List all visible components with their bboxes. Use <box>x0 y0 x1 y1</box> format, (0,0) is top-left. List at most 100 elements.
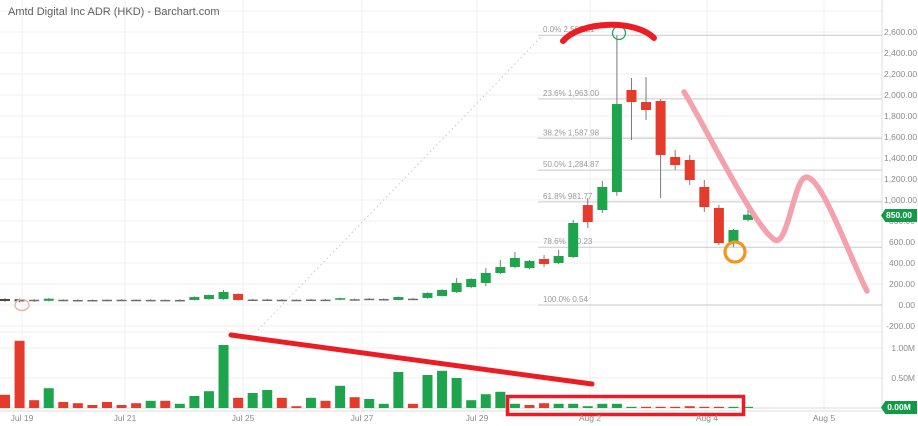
volume-bar <box>393 372 404 408</box>
last-price-badge: 850.00 <box>881 209 917 222</box>
volume-bar <box>611 403 622 408</box>
volume-bar <box>451 378 462 408</box>
candle <box>451 278 462 293</box>
last-volume-badge: 0.00M <box>881 401 917 414</box>
price-axis-label: 400.00 <box>889 258 915 268</box>
volume-bar <box>597 403 608 408</box>
volume-bar <box>655 406 666 408</box>
candle <box>276 299 287 302</box>
date-axis-label: Jul 29 <box>465 413 489 423</box>
volume-bar <box>0 394 10 408</box>
annotation-volume-rectangle <box>505 394 746 417</box>
candle <box>174 299 185 302</box>
fib-retracement: 0.0% 2,569.21 23.6% 1,963.00 38.2% 1,587.9… <box>538 25 882 306</box>
volume-bar <box>335 385 346 408</box>
volume-bar <box>684 406 695 408</box>
candle <box>582 198 593 229</box>
candle <box>378 298 389 301</box>
volume-bar <box>131 403 142 408</box>
candlestick-series <box>0 35 754 303</box>
candle <box>509 251 520 269</box>
volume-axis-label: 1.00M <box>891 343 915 353</box>
volume-bar <box>524 405 535 408</box>
price-axis-label: 2,200.00 <box>884 69 918 79</box>
candle <box>87 299 98 302</box>
volume-bar <box>364 399 375 408</box>
candle <box>684 154 695 185</box>
candle <box>247 298 258 302</box>
fib-label: 38.2% 1,587.98 <box>543 128 600 137</box>
date-axis-label: Aug 5 <box>812 413 836 423</box>
price-axis-label: 2,600.00 <box>884 27 918 37</box>
price-axis-label: 0.00 <box>898 300 915 310</box>
candle <box>218 289 229 300</box>
fib-label: 100.0% 0.54 <box>543 295 588 304</box>
candle <box>131 299 142 302</box>
candle <box>611 35 622 196</box>
candle <box>145 299 156 302</box>
candle <box>713 205 724 246</box>
fib-label: 50.0% 1,284.87 <box>543 160 600 169</box>
volume-bar <box>218 345 229 408</box>
volume-bar <box>189 396 200 408</box>
candle <box>291 299 302 302</box>
candle <box>364 298 375 301</box>
price-axis-label: 1,200.00 <box>884 174 918 184</box>
volume-bar <box>539 403 550 408</box>
volume-bar <box>72 403 83 408</box>
date-axis-label: Jul 25 <box>231 413 255 423</box>
volume-bar <box>407 403 418 408</box>
candle <box>393 296 404 301</box>
fib-label: 0.0% 2,569.21 <box>543 25 595 34</box>
candle <box>116 299 127 302</box>
volume-bar <box>320 400 331 408</box>
volume-bar <box>713 406 724 408</box>
candle <box>422 292 433 299</box>
candle <box>553 249 564 265</box>
volume-bar <box>58 402 69 408</box>
price-axis-label: 600.00 <box>889 237 915 247</box>
candle <box>670 150 681 170</box>
candle <box>262 298 273 302</box>
candle <box>437 289 448 297</box>
volume-bar <box>101 402 112 408</box>
candle <box>72 299 83 302</box>
volume-series <box>0 340 754 408</box>
candle <box>655 98 666 199</box>
volume-bar <box>582 406 593 408</box>
candle <box>335 297 346 301</box>
candle <box>524 259 535 270</box>
price-axis-label: -200.00 <box>886 321 915 331</box>
volume-bar <box>276 397 287 408</box>
dotted-trendline <box>257 34 544 331</box>
candle <box>29 299 40 302</box>
volume-bar <box>247 393 258 408</box>
volume-bar <box>203 391 214 408</box>
annotations <box>14 21 870 417</box>
volume-bar <box>480 394 491 408</box>
volume-bar <box>626 406 637 408</box>
candle <box>0 297 10 302</box>
volume-bar <box>174 403 185 408</box>
volume-bar <box>87 405 98 408</box>
candle <box>466 278 477 289</box>
volume-bar <box>568 403 579 408</box>
annotation-start-circle <box>14 298 30 312</box>
volume-bar <box>553 403 564 408</box>
candle <box>233 293 244 301</box>
volume-bar <box>699 406 710 408</box>
candle <box>568 219 579 258</box>
candle <box>320 298 331 302</box>
candle <box>641 77 652 120</box>
annotation-low-circle <box>723 240 747 264</box>
candle <box>203 294 214 300</box>
volume-bar <box>509 403 520 408</box>
volume-bar <box>116 405 127 408</box>
volume-bar <box>378 403 389 408</box>
fib-label: 23.6% 1,963.00 <box>543 89 600 98</box>
volume-bar <box>437 370 448 408</box>
price-axis-label: 2,400.00 <box>884 48 918 58</box>
candle <box>189 296 200 301</box>
candle <box>480 268 491 286</box>
candle <box>597 180 608 214</box>
